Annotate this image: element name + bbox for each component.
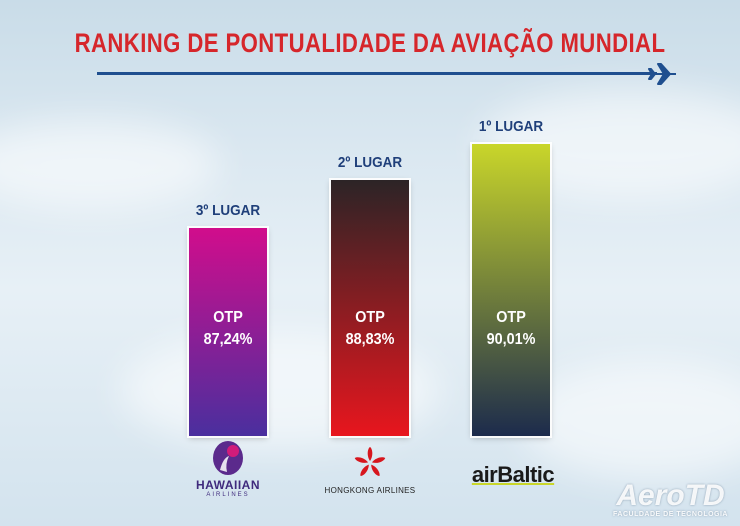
bauhinia-flower-icon: [354, 447, 386, 476]
title-underline: [97, 72, 657, 75]
watermark-name: AeroTD: [616, 479, 725, 512]
metric-label: OTP: [213, 309, 243, 326]
bar-value-label: OTP 90,01%: [462, 307, 561, 351]
hawaiian-pualani-icon: [213, 441, 243, 475]
value-label: 90,01%: [486, 331, 536, 348]
airbaltic-logo: airBaltic: [463, 462, 563, 488]
bar: [331, 179, 409, 436]
bar-value-label: OTP 88,83%: [321, 307, 420, 351]
value-label: 88,83%: [345, 331, 395, 348]
hongkong-logo: HONGKONG AIRLINES: [318, 446, 422, 495]
rank-label: 3º LUGAR: [195, 202, 261, 219]
airplane-icon: [648, 63, 676, 85]
bar-value-label: OTP 87,24%: [179, 307, 278, 351]
rank-label: 2º LUGAR: [337, 153, 403, 171]
hawaiian-logo-name: HAWAIIAN: [196, 478, 260, 492]
watermark: AeroTD FACULDADE DE TECNOLOGIA: [613, 479, 728, 519]
metric-label: OTP: [355, 309, 385, 326]
hawaiian-logo-sub: AIRLINES: [206, 492, 250, 498]
watermark-sub: FACULDADE DE TECNOLOGIA: [613, 511, 728, 518]
bar: [472, 144, 550, 436]
page-title: RANKING DE PONTUALIDADE DA AVIAÇÃO MUNDI…: [74, 28, 666, 58]
airbaltic-logo-name: airBaltic: [471, 462, 555, 487]
value-label: 87,24%: [203, 331, 253, 348]
bar: [189, 228, 267, 436]
rank-label: 1º LUGAR: [478, 118, 544, 135]
hongkong-logo-name: HONGKONG AIRLINES: [324, 486, 416, 495]
metric-label: OTP: [496, 309, 526, 326]
hawaiian-logo: HAWAIIAN AIRLINES: [180, 440, 276, 498]
